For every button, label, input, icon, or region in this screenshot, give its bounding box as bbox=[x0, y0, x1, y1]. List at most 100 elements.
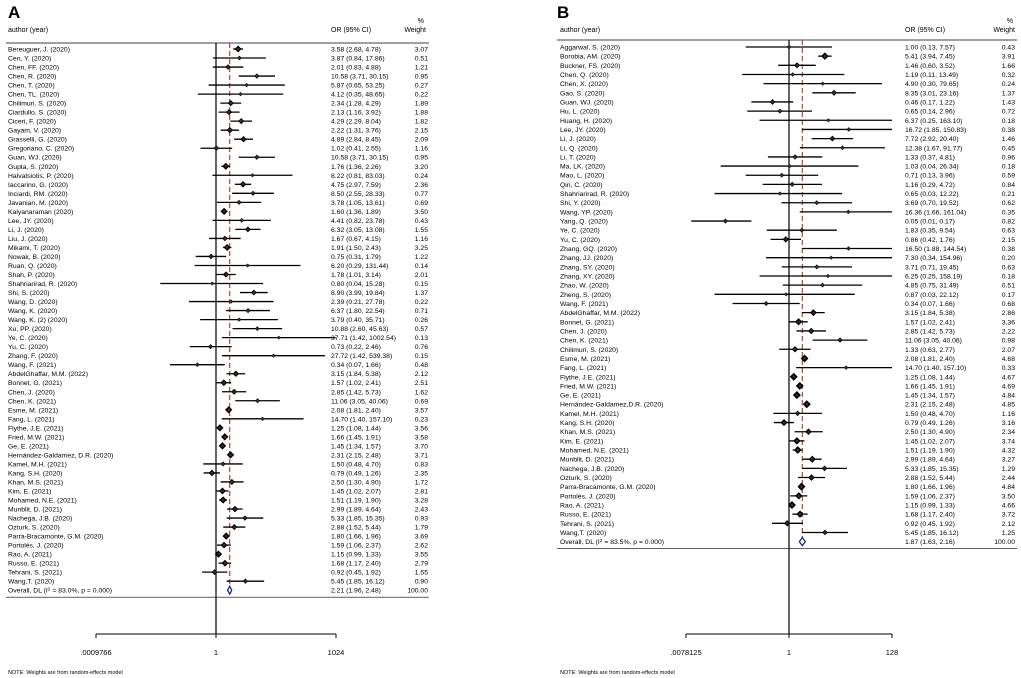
study-point-center bbox=[240, 119, 243, 123]
study-weight-text: 2.35 bbox=[415, 470, 428, 477]
study-point-center bbox=[217, 552, 220, 556]
study-weight-text: 4.69 bbox=[1002, 383, 1015, 390]
study-ci-text: 5.41 (3.94, 7.45) bbox=[905, 54, 955, 61]
study-ci-text: 2.08 (1.81, 2.40) bbox=[331, 407, 381, 414]
study-weight-text: 3.91 bbox=[1002, 54, 1015, 61]
study-ci-text: 16.50 (1.88, 144.54) bbox=[905, 246, 966, 253]
study-label: Munblit, D. (2021) bbox=[560, 457, 614, 464]
study-point-center bbox=[778, 192, 782, 195]
study-label: Hu, L. (2020) bbox=[560, 109, 600, 116]
study-label: Fang, L. (2021) bbox=[560, 365, 606, 372]
study-label: Shahriarirad, R. (2020) bbox=[560, 191, 629, 198]
study-weight-text: 4.84 bbox=[1002, 393, 1015, 400]
study-label: Fried, M.W. (2021) bbox=[560, 383, 616, 390]
study-point-center bbox=[244, 579, 247, 583]
study-label: Rao, A. (2021) bbox=[8, 552, 52, 559]
study-weight-text: 1.46 bbox=[1002, 136, 1015, 143]
study-point-center bbox=[227, 408, 230, 411]
study-ci-text: 0.65 (0.14, 2.96) bbox=[905, 109, 955, 116]
footnote: NOTE: Weights are from random-effects mo… bbox=[8, 670, 123, 676]
header-effect: OR (95% CI) bbox=[331, 27, 371, 34]
study-ci-text: 14.70 (1.40, 157.10) bbox=[331, 416, 392, 423]
study-weight-text: 0.69 bbox=[415, 398, 428, 405]
study-ci-text: 8.50 (2.55, 28.33) bbox=[331, 191, 385, 198]
study-ci-text: 8.90 (3.99, 19.84) bbox=[331, 290, 385, 297]
study-ci-text: 1.00 (0.13, 7.57) bbox=[905, 45, 955, 52]
study-ci-text: 1.78 (1.01, 3.14) bbox=[331, 272, 381, 279]
study-ci-text: 14.70 (1.40, 157.10) bbox=[905, 365, 966, 372]
study-label: Flythe, J.E. (2021) bbox=[8, 425, 64, 432]
study-weight-text: 0.96 bbox=[1002, 154, 1015, 161]
study-label: Bereuguer, J. (2020) bbox=[8, 47, 70, 54]
study-label: Li, J. (2020) bbox=[8, 227, 44, 234]
study-ci-text: 1.33 (0.37, 4.81) bbox=[905, 154, 955, 161]
study-point-center bbox=[222, 381, 226, 384]
study-weight-text: 3.07 bbox=[415, 47, 428, 54]
study-label: Bonnet, G. (2021) bbox=[560, 319, 614, 326]
study-ci-text: 1.02 (0.41, 2.55) bbox=[331, 146, 381, 153]
study-label: Russo, E. (2021) bbox=[8, 561, 59, 568]
study-point-center bbox=[823, 531, 827, 534]
study-weight-text: 2.81 bbox=[415, 488, 428, 495]
study-ci-text: 11.06 (3.05, 40.06) bbox=[905, 338, 962, 345]
study-weight-text: 1.62 bbox=[415, 389, 428, 396]
study-weight-text: 1.16 bbox=[415, 146, 428, 153]
header-effect: OR (95% CI) bbox=[905, 27, 945, 34]
study-weight-text: 3.71 bbox=[415, 452, 428, 459]
study-point-center bbox=[237, 201, 241, 204]
study-label: Li, T. (2020) bbox=[560, 154, 596, 161]
study-weight-text: 3.72 bbox=[1002, 512, 1015, 519]
study-weight-text: 1.55 bbox=[415, 570, 428, 577]
study-point-center bbox=[277, 336, 281, 339]
study-label: Cen, Y. (2020) bbox=[8, 56, 51, 63]
study-weight-text: 4.84 bbox=[1002, 484, 1015, 491]
footnote: NOTE: Weights are from random-effects mo… bbox=[560, 670, 675, 676]
study-ci-text: 2.50 (1.30, 4.90) bbox=[331, 479, 381, 486]
study-label: Fried, M.W. (2021) bbox=[8, 434, 64, 441]
study-weight-text: 1.29 bbox=[1002, 466, 1015, 473]
study-ci-text: 1.80 (1.66, 1.96) bbox=[905, 484, 955, 491]
study-point-center bbox=[242, 138, 245, 141]
study-label: Yu, C. (2020) bbox=[8, 344, 48, 351]
study-weight-text: 0.69 bbox=[415, 200, 428, 207]
x-tick-label: .0009766 bbox=[80, 648, 111, 657]
study-weight-text: 1.25 bbox=[1002, 530, 1015, 537]
study-point-center bbox=[246, 309, 250, 312]
study-weight-text: 1.79 bbox=[415, 525, 428, 532]
study-label: Ciardullo, S. (2020) bbox=[8, 110, 67, 117]
study-ci-text: 2.99 (1.89, 4.64) bbox=[331, 507, 381, 514]
study-point-center bbox=[844, 366, 848, 369]
study-label: Chilimuri, S. (2020) bbox=[8, 101, 66, 108]
study-point-center bbox=[229, 300, 233, 303]
study-point-center bbox=[790, 183, 794, 186]
study-point-center bbox=[795, 393, 799, 397]
study-point-center bbox=[796, 412, 799, 415]
study-weight-text: 2.12 bbox=[415, 371, 428, 378]
study-point-center bbox=[795, 64, 799, 67]
study-ci-text: 1.25 (1.08, 1.44) bbox=[905, 374, 955, 381]
study-weight-text: 0.20 bbox=[1002, 255, 1015, 262]
study-point-center bbox=[832, 91, 836, 94]
study-ci-text: 2.08 (1.81, 2.40) bbox=[905, 356, 955, 363]
study-ci-text: 0.46 (0.17, 1.22) bbox=[905, 99, 955, 106]
study-ci-text: 16.72 (1.85, 150.83) bbox=[905, 127, 966, 134]
study-weight-text: 0.24 bbox=[1002, 81, 1015, 88]
study-label: Flythe, J.E. (2021) bbox=[560, 374, 616, 381]
study-label: Liu, J. (2020) bbox=[8, 236, 48, 243]
study-point-center bbox=[238, 56, 241, 60]
study-ci-text: 1.45 (1.34, 1.57) bbox=[331, 443, 381, 450]
study-point-center bbox=[221, 489, 224, 493]
study-weight-text: 0.43 bbox=[415, 218, 428, 225]
study-weight-text: 0.26 bbox=[415, 317, 428, 324]
study-weight-text: 1.37 bbox=[1002, 90, 1015, 97]
study-weight-text: 0.24 bbox=[415, 173, 428, 180]
study-weight-text: 0.38 bbox=[1002, 127, 1015, 134]
study-label: Tehrani, S. (2021) bbox=[8, 570, 62, 577]
study-point-center bbox=[771, 100, 774, 104]
study-label: Nachega, J.B. (2020) bbox=[560, 466, 624, 473]
study-point-center bbox=[788, 164, 791, 168]
study-weight-text: 3.36 bbox=[1002, 319, 1015, 326]
study-weight-text: 0.38 bbox=[1002, 246, 1015, 253]
header-weight: Weight bbox=[993, 27, 1015, 34]
study-label: Wang, K. (2) (2020) bbox=[8, 317, 67, 324]
